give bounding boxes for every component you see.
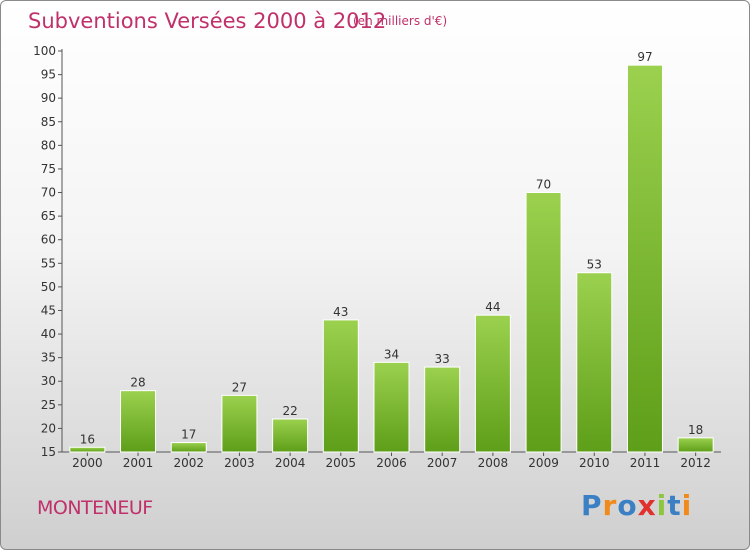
bar-layer: 16 28 17 27 22 43 34 33 44 70 53 97 18 <box>69 50 714 453</box>
bar <box>272 418 309 453</box>
bar <box>373 361 410 453</box>
y-tick-label: 60 <box>41 233 56 247</box>
x-tick-label: 2002 <box>173 456 204 470</box>
chart-title: Subventions Versées 2000 à 2012 <box>28 9 387 33</box>
y-tick-label: 100 <box>33 44 56 58</box>
chart-subtitle: (en milliers d'€) <box>353 14 448 28</box>
y-tick-label: 45 <box>41 303 56 317</box>
y-tick-label: 65 <box>41 209 56 223</box>
bar <box>424 366 461 453</box>
logo-letter: i <box>681 489 693 522</box>
bar <box>221 394 258 453</box>
bar <box>170 442 207 453</box>
bar <box>69 446 106 453</box>
y-tick-label: 50 <box>41 280 56 294</box>
bar <box>525 192 562 453</box>
x-tick-label: 2006 <box>376 456 407 470</box>
data-label: 44 <box>485 300 500 314</box>
x-tick-label: 2005 <box>326 456 357 470</box>
x-tick-label: 2003 <box>224 456 255 470</box>
y-tick-label: 30 <box>41 374 56 388</box>
y-tick-label: 80 <box>41 138 56 152</box>
data-label: 18 <box>688 423 703 437</box>
data-label: 17 <box>181 428 196 442</box>
x-tick-label: 2001 <box>123 456 154 470</box>
data-label: 28 <box>130 376 145 390</box>
logo-letter: t <box>667 489 682 522</box>
x-tick-label: 2011 <box>630 456 661 470</box>
data-label: 97 <box>637 50 652 64</box>
y-tick-label: 20 <box>41 421 56 435</box>
data-label: 33 <box>435 352 450 366</box>
x-tick-label: 2010 <box>579 456 610 470</box>
logo-letter: i <box>656 489 668 522</box>
commune-name: MONTENEUF <box>37 497 153 519</box>
data-label: 43 <box>333 305 348 319</box>
logo-letter: P <box>581 489 603 522</box>
y-tick-label: 25 <box>41 398 56 412</box>
x-tick-label: 2007 <box>427 456 458 470</box>
bar <box>322 319 359 453</box>
bar <box>120 390 157 453</box>
y-tick-label: 85 <box>41 115 56 129</box>
logo-letter: x <box>637 489 657 522</box>
x-tick-label: 2000 <box>72 456 103 470</box>
data-label: 70 <box>536 178 551 192</box>
y-tick-label: 70 <box>41 186 56 200</box>
y-tick-label: 75 <box>41 162 56 176</box>
x-tick-label: 2009 <box>528 456 559 470</box>
data-label: 27 <box>232 380 247 394</box>
y-tick-label: 40 <box>41 327 56 341</box>
x-tick-label: 2012 <box>680 456 711 470</box>
data-label: 22 <box>282 404 297 418</box>
logo-letter: o <box>617 489 638 522</box>
data-label: 16 <box>80 432 95 446</box>
bar <box>576 272 613 453</box>
bar <box>677 437 714 453</box>
y-tick-label: 90 <box>41 91 56 105</box>
data-label: 34 <box>384 347 399 361</box>
x-tick-label: 2004 <box>275 456 306 470</box>
logo-letter: r <box>602 489 618 522</box>
bar <box>474 314 511 453</box>
axis-layer: 15 20 25 30 35 40 45 50 55 60 65 70 75 80 85 90 95 100 200… <box>33 44 721 470</box>
y-tick-label: 95 <box>41 68 56 82</box>
data-label: 53 <box>587 258 602 272</box>
bar <box>626 64 663 453</box>
y-tick-label: 15 <box>41 445 56 459</box>
y-tick-label: 35 <box>41 351 56 365</box>
proxiti-logo: Proxiti <box>581 489 692 522</box>
y-tick-label: 55 <box>41 256 56 270</box>
x-tick-label: 2008 <box>478 456 509 470</box>
